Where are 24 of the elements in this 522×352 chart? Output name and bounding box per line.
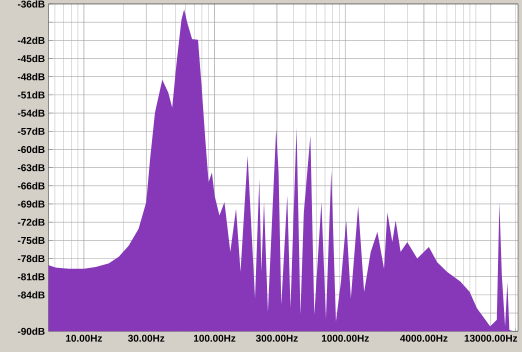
x-tick-label: 300.00Hz bbox=[256, 334, 298, 342]
y-tick-label: -66dB bbox=[18, 182, 45, 190]
y-tick-label: -81dB bbox=[18, 272, 45, 280]
y-tick-label: -48dB bbox=[18, 72, 45, 80]
x-tick-label: 1000.00Hz bbox=[322, 334, 369, 342]
y-tick-label: -72dB bbox=[18, 218, 45, 226]
x-tick-label: 10.00Hz bbox=[66, 334, 102, 342]
y-tick-label: -69dB bbox=[18, 200, 45, 208]
y-tick-label: -84dB bbox=[18, 291, 45, 298]
x-tick-label: 13000.00Hz bbox=[464, 334, 518, 342]
y-tick-label: -60dB bbox=[18, 146, 45, 153]
y-tick-label: -51dB bbox=[18, 91, 45, 98]
y-tick-label: -45dB bbox=[18, 54, 45, 62]
x-tick-label: 100.00Hz bbox=[194, 334, 236, 342]
x-tick-label: 30.00Hz bbox=[128, 334, 164, 342]
y-tick-label: -90dB bbox=[18, 328, 45, 335]
y-tick-label: -78dB bbox=[18, 254, 45, 262]
y-tick-label: -36dB bbox=[18, 0, 45, 8]
y-tick-label: -63dB bbox=[18, 164, 45, 172]
y-tick-label: -75dB bbox=[18, 236, 45, 244]
y-tick-label: -54dB bbox=[18, 109, 45, 117]
y-tick-label: -57dB bbox=[18, 128, 45, 135]
y-tick-label: -42dB bbox=[18, 36, 45, 44]
x-tick-label: 4000.00Hz bbox=[400, 334, 448, 342]
